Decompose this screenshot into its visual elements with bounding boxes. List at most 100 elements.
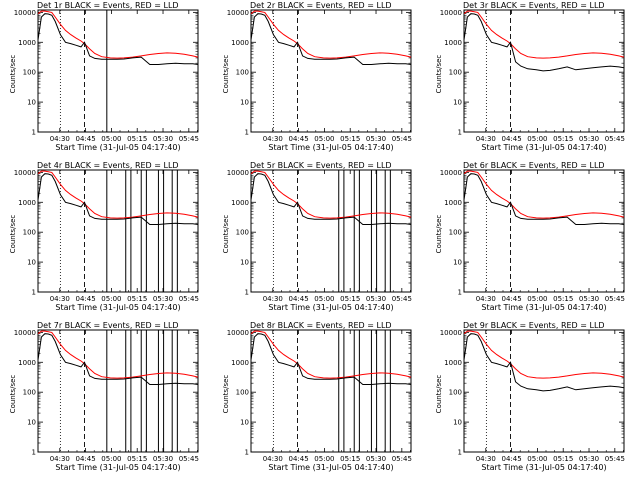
series-line-lld bbox=[38, 330, 198, 379]
y-tick-label: 10 bbox=[27, 259, 36, 267]
y-tick-label: 100 bbox=[449, 69, 462, 77]
series-line-events bbox=[464, 333, 624, 392]
x-axis-label: Start Time (31-Jul-05 04:17:40) bbox=[268, 303, 394, 312]
y-tick-label: 10000 bbox=[14, 169, 36, 177]
y-axis-label: Counts/sec bbox=[435, 214, 443, 254]
x-tick-label: 05:15 bbox=[127, 455, 147, 463]
chart-plot: 1 10 100 1000 10000 04:30 04:45 05:00 05:15 05:30… bbox=[227, 169, 412, 303]
x-tick-label: 05:00 bbox=[314, 135, 334, 143]
x-tick-label: 05:15 bbox=[553, 135, 573, 143]
x-axis-label: Start Time (31-Jul-05 04:17:40) bbox=[481, 303, 607, 312]
series-line-events bbox=[251, 173, 411, 225]
y-tick-label: 10 bbox=[453, 99, 462, 107]
panel-title: Det 1r BLACK = Events, RED = LLD bbox=[37, 1, 179, 10]
y-tick-label: 100 bbox=[449, 389, 462, 397]
series-line-lld bbox=[251, 170, 411, 219]
y-tick-label: 10000 bbox=[440, 329, 462, 337]
y-tick-label: 1000 bbox=[444, 199, 462, 207]
series-line-lld bbox=[464, 10, 624, 59]
chart-plot: 1 10 100 1000 10000 04:30 04:45 05:00 05:15 05:30… bbox=[440, 329, 625, 463]
y-tick-label: 10 bbox=[453, 259, 462, 267]
detector-panel: 1 10 100 1000 10000 04:30 04:45 05:00 05:15 05:30… bbox=[426, 320, 639, 480]
y-tick-label: 10000 bbox=[14, 9, 36, 17]
y-tick-label: 100 bbox=[23, 389, 36, 397]
x-tick-label: 04:45 bbox=[289, 135, 309, 143]
y-tick-label: 1 bbox=[458, 129, 462, 137]
chart-plot: 1 10 100 1000 10000 04:30 04:45 05:00 05:15 05:30… bbox=[440, 169, 625, 303]
y-tick-label: 10 bbox=[240, 259, 249, 267]
y-tick-label: 1 bbox=[458, 449, 462, 457]
x-tick-label: 04:30 bbox=[476, 455, 496, 463]
x-tick-label: 05:00 bbox=[101, 295, 121, 303]
x-tick-label: 05:30 bbox=[579, 455, 599, 463]
x-tick-label: 05:00 bbox=[527, 135, 547, 143]
panel-title: Det 4r BLACK = Events, RED = LLD bbox=[37, 161, 179, 170]
x-tick-label: 05:15 bbox=[340, 135, 360, 143]
x-axis-label: Start Time (31-Jul-05 04:17:40) bbox=[55, 303, 181, 312]
y-tick-label: 10000 bbox=[14, 329, 36, 337]
plot-frame bbox=[250, 169, 412, 293]
plot-frame bbox=[463, 329, 625, 453]
x-tick-label: 04:45 bbox=[289, 455, 309, 463]
y-axis-label: Counts/sec bbox=[222, 54, 230, 94]
x-tick-label: 05:45 bbox=[605, 135, 625, 143]
series-line-events bbox=[251, 333, 411, 385]
y-axis-label: Counts/sec bbox=[9, 214, 17, 254]
panel-title: Det 2r BLACK = Events, RED = LLD bbox=[250, 1, 392, 10]
series-line-events bbox=[464, 13, 624, 72]
y-tick-label: 1 bbox=[32, 449, 36, 457]
y-tick-label: 1 bbox=[458, 289, 462, 297]
x-tick-label: 05:45 bbox=[179, 455, 199, 463]
y-tick-label: 1000 bbox=[444, 359, 462, 367]
y-tick-label: 10000 bbox=[440, 169, 462, 177]
x-tick-label: 04:45 bbox=[502, 295, 522, 303]
y-tick-label: 1000 bbox=[18, 359, 36, 367]
x-tick-label: 05:30 bbox=[153, 455, 173, 463]
series-line-lld bbox=[38, 170, 198, 219]
x-tick-label: 04:45 bbox=[76, 135, 96, 143]
x-tick-label: 05:15 bbox=[340, 455, 360, 463]
detector-panel: 1 10 100 1000 10000 04:30 04:45 05:00 05:15 05:30… bbox=[0, 0, 213, 160]
chart-plot: 1 10 100 1000 10000 04:30 04:45 05:00 05:15 05:30… bbox=[14, 9, 199, 143]
x-tick-label: 05:00 bbox=[527, 455, 547, 463]
x-tick-label: 05:00 bbox=[101, 135, 121, 143]
x-tick-label: 05:00 bbox=[314, 455, 334, 463]
series-line-lld bbox=[464, 170, 624, 219]
x-axis-label: Start Time (31-Jul-05 04:17:40) bbox=[268, 463, 394, 472]
x-tick-label: 04:45 bbox=[502, 455, 522, 463]
y-tick-label: 1000 bbox=[231, 359, 249, 367]
plot-frame bbox=[250, 329, 412, 453]
y-axis-label: Counts/sec bbox=[9, 54, 17, 94]
series-line-lld bbox=[251, 330, 411, 379]
series-line-events bbox=[38, 173, 198, 225]
detector-panel: 1 10 100 1000 10000 04:30 04:45 05:00 05:15 05:30… bbox=[213, 160, 426, 320]
panel-title: Det 7r BLACK = Events, RED = LLD bbox=[37, 321, 179, 330]
panel-title: Det 3r BLACK = Events, RED = LLD bbox=[463, 1, 605, 10]
detector-panel: 1 10 100 1000 10000 04:30 04:45 05:00 05:15 05:30… bbox=[426, 160, 639, 320]
x-axis-label: Start Time (31-Jul-05 04:17:40) bbox=[481, 463, 607, 472]
y-tick-label: 1 bbox=[32, 289, 36, 297]
y-tick-label: 10000 bbox=[227, 9, 249, 17]
chart-plot: 1 10 100 1000 10000 04:30 04:45 05:00 05:15 05:30… bbox=[14, 329, 199, 463]
y-tick-label: 1000 bbox=[231, 199, 249, 207]
x-tick-label: 05:30 bbox=[153, 135, 173, 143]
detector-panel: 1 10 100 1000 10000 04:30 04:45 05:00 05:15 05:30… bbox=[213, 0, 426, 160]
y-tick-label: 10 bbox=[27, 419, 36, 427]
x-tick-label: 05:15 bbox=[340, 295, 360, 303]
y-tick-label: 10 bbox=[27, 99, 36, 107]
y-axis-label: Counts/sec bbox=[222, 214, 230, 254]
series-line-events bbox=[251, 13, 411, 65]
y-axis-label: Counts/sec bbox=[435, 374, 443, 414]
x-tick-label: 05:45 bbox=[392, 295, 412, 303]
x-axis-label: Start Time (31-Jul-05 04:17:40) bbox=[55, 463, 181, 472]
y-axis-label: Counts/sec bbox=[222, 374, 230, 414]
x-tick-label: 05:45 bbox=[392, 455, 412, 463]
x-tick-label: 05:30 bbox=[153, 295, 173, 303]
series-line-events bbox=[464, 173, 624, 225]
y-tick-label: 100 bbox=[236, 229, 249, 237]
x-axis-label: Start Time (31-Jul-05 04:17:40) bbox=[55, 143, 181, 152]
x-tick-label: 04:30 bbox=[476, 135, 496, 143]
y-tick-label: 10000 bbox=[227, 169, 249, 177]
x-tick-label: 05:45 bbox=[179, 135, 199, 143]
